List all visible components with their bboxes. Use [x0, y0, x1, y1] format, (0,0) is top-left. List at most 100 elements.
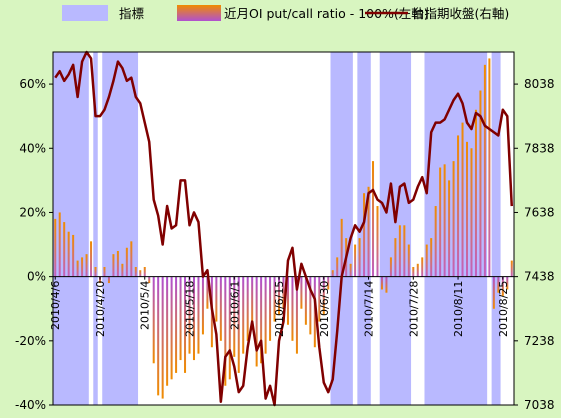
bar-73	[380, 276, 383, 290]
bar-17	[130, 241, 133, 277]
x-tick-label-7: 2010/7/14	[363, 281, 376, 337]
bar-89	[452, 161, 455, 277]
bar-71	[372, 161, 375, 277]
bar-12	[107, 276, 110, 284]
bar-86	[439, 167, 442, 277]
bar-95	[479, 90, 482, 277]
bar-82	[421, 257, 424, 277]
x-tick-label-1: 2010/4/20	[94, 281, 107, 337]
x-tick-label-10: 2010/8/25	[497, 281, 510, 337]
y-left-tick-label-4: 40%	[19, 141, 46, 155]
y-axis-right: 7038 7238 7438 7638 7838 8038	[514, 77, 555, 412]
bar-81	[416, 263, 419, 277]
bar-40	[233, 276, 236, 357]
y-right-tick-label-5: 8038	[524, 77, 555, 91]
bar-4	[72, 234, 75, 277]
bar-47	[264, 276, 267, 354]
bar-67	[354, 244, 357, 277]
x-tick-label-0: 2010/4/6	[49, 281, 62, 330]
band-2	[102, 52, 139, 405]
bar-64	[340, 218, 343, 277]
bar-28	[179, 276, 182, 361]
bar-94	[474, 109, 477, 277]
bar-55	[300, 276, 303, 309]
bar-19	[139, 270, 142, 277]
y-right-tick-label-0: 7038	[524, 398, 555, 412]
bar-34	[206, 276, 209, 309]
band-7	[491, 52, 501, 405]
bar-22	[152, 276, 155, 364]
bar-layer	[54, 58, 513, 399]
band-0	[53, 52, 89, 405]
bar-66	[349, 263, 352, 277]
bar-60	[322, 276, 325, 316]
band-5	[379, 52, 412, 405]
bar-33	[201, 276, 204, 335]
bar-53	[291, 276, 294, 341]
bar-16	[125, 247, 128, 277]
bar-92	[465, 141, 469, 277]
bar-69	[363, 193, 366, 277]
x-tick-label-9: 2010/8/11	[452, 281, 465, 337]
bar-51	[282, 276, 285, 309]
bar-41	[237, 276, 240, 373]
bar-45	[255, 276, 258, 367]
y-left-tick-label-3: 20%	[19, 205, 46, 219]
legend-label-bands: 指標	[119, 6, 145, 21]
bar-98	[492, 276, 495, 309]
y-axis-left: -40% -20% 0% 20% 40% 60%	[15, 77, 53, 412]
x-tick-label-8: 2010/7/28	[407, 281, 420, 337]
bar-21	[148, 276, 151, 284]
bar-10	[98, 276, 102, 284]
y-right-tick-label-4: 7838	[524, 141, 555, 155]
bar-27	[175, 276, 178, 373]
x-tick-label-5: 2010/6/15	[273, 281, 286, 337]
bar-29	[184, 276, 187, 373]
series-line-taifex-close	[54, 50, 514, 407]
x-tick-label-6: 2010/6/30	[318, 281, 331, 337]
bar-36	[215, 276, 218, 322]
bar-99	[497, 276, 500, 293]
bar-50	[278, 276, 281, 316]
legend-swatch-bars	[177, 5, 221, 21]
bar-102	[510, 260, 513, 277]
bar-6	[81, 257, 84, 277]
bar-85	[434, 206, 437, 277]
band-6	[424, 52, 488, 405]
bar-8	[90, 241, 93, 277]
bar-1	[58, 212, 61, 277]
y-left-tick-label-1: -20%	[15, 334, 46, 348]
bar-30	[188, 276, 191, 354]
bar-90	[457, 135, 460, 277]
legend-label-bars: 近月OI put/call ratio - 100%(左軸)	[224, 6, 429, 21]
bar-42	[242, 276, 245, 354]
bar-7	[85, 254, 88, 277]
bar-20	[143, 267, 146, 277]
legend-swatch-bands	[62, 5, 108, 21]
bar-100	[501, 276, 504, 296]
bar-88	[448, 180, 451, 277]
bar-48	[269, 276, 272, 341]
bar-13	[112, 254, 115, 277]
bar-11	[103, 267, 106, 277]
y-left-tick-label-0: -40%	[15, 398, 46, 412]
bar-23	[157, 276, 160, 396]
bar-37	[219, 276, 222, 341]
bar-83	[425, 244, 428, 277]
bar-93	[470, 148, 473, 277]
bar-62	[331, 270, 334, 277]
x-tick-label-3: 2010/5/18	[184, 281, 197, 337]
bar-24	[161, 276, 164, 399]
bar-32	[197, 276, 200, 354]
bar-91	[461, 122, 464, 277]
bar-49	[273, 276, 276, 322]
y-left-tick-label-2: 0%	[27, 270, 46, 284]
bar-31	[192, 276, 195, 361]
bar-5	[76, 260, 79, 277]
bar-97	[488, 58, 491, 277]
bar-59	[318, 276, 321, 322]
y-right-tick-label-2: 7438	[524, 270, 555, 284]
bar-44	[251, 276, 254, 328]
bar-80	[412, 267, 415, 277]
bar-57	[309, 276, 312, 335]
